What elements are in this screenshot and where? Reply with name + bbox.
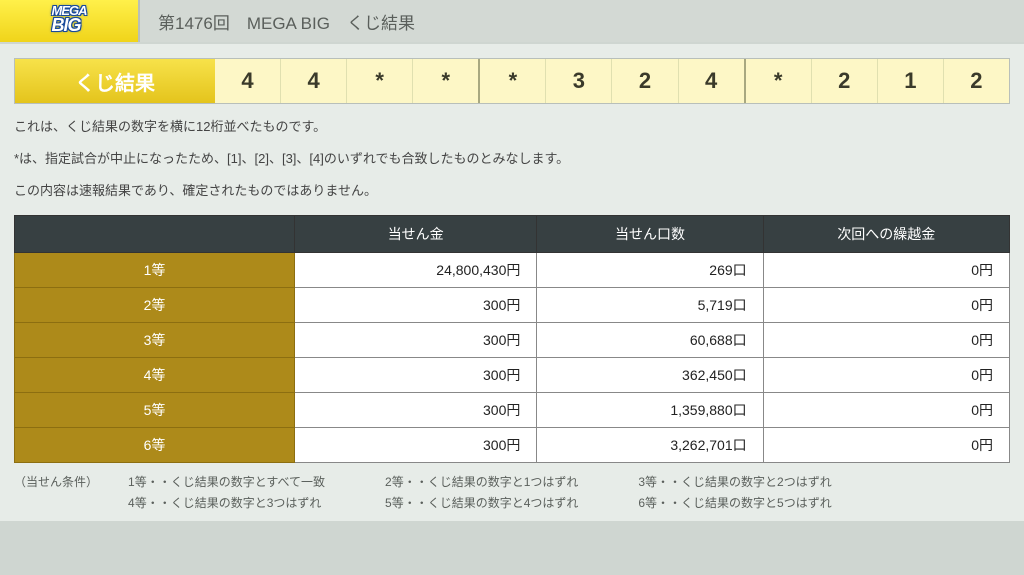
table-row: 1等 24,800,430円 269口 0円 [15,252,1010,287]
count-cell: 362,450口 [537,357,763,392]
col-count: 当せん口数 [537,215,763,252]
result-row: くじ結果 4 4 * * * 3 2 4 * 2 1 2 [14,58,1010,104]
condition-item: 1等・・くじ結果の数字とすべて一致 [128,473,325,490]
col-carry: 次回への繰越金 [763,215,1009,252]
topbar: MEGA BIG 第1476回 MEGA BIG くじ結果 [0,0,1024,42]
note-text: これは、くじ結果の数字を横に12桁並べたものです。 [14,118,1010,136]
rank-cell: 4等 [15,357,295,392]
prize-cell: 24,800,430円 [295,252,537,287]
conditions-block: （当せん条件） 1等・・くじ結果の数字とすべて一致 2等・・くじ結果の数字と1つ… [14,473,1010,511]
result-digit: 2 [612,59,678,103]
result-numbers: 4 4 * * * 3 2 4 * 2 1 2 [215,59,1009,103]
table-row: 2等 300円 5,719口 0円 [15,287,1010,322]
count-cell: 3,262,701口 [537,427,763,462]
note-text: この内容は速報結果であり、確定されたものではありません。 [14,182,1010,200]
rank-cell: 3等 [15,322,295,357]
content-area: くじ結果 4 4 * * * 3 2 4 * 2 1 2 これは、くじ結果の数字… [0,44,1024,521]
table-row: 6等 300円 3,262,701口 0円 [15,427,1010,462]
condition-item: 5等・・くじ結果の数字と4つはずれ [385,494,578,511]
prize-table: 当せん金 当せん口数 次回への繰越金 1等 24,800,430円 269口 0… [14,215,1010,463]
count-cell: 269口 [537,252,763,287]
logo-line2: BIG [52,15,81,35]
carry-cell: 0円 [763,357,1009,392]
result-digit: 2 [944,59,1009,103]
result-digit: * [746,59,812,103]
result-digit: * [413,59,480,103]
table-header-row: 当せん金 当せん口数 次回への繰越金 [15,215,1010,252]
note-text: *は、指定試合が中止になったため、[1]、[2]、[3]、[4]のいずれでも合致… [14,150,1010,168]
carry-cell: 0円 [763,427,1009,462]
count-cell: 5,719口 [537,287,763,322]
carry-cell: 0円 [763,252,1009,287]
carry-cell: 0円 [763,322,1009,357]
carry-cell: 0円 [763,392,1009,427]
condition-item: 4等・・くじ結果の数字と3つはずれ [128,494,325,511]
condition-item: 3等・・くじ結果の数字と2つはずれ [638,473,831,490]
count-cell: 60,688口 [537,322,763,357]
condition-item: 6等・・くじ結果の数字と5つはずれ [638,494,831,511]
result-digit: * [480,59,546,103]
result-digit: 1 [878,59,944,103]
conditions-label: （当せん条件） [14,473,98,511]
result-digit: 2 [812,59,878,103]
result-digit: * [347,59,413,103]
prize-cell: 300円 [295,287,537,322]
result-digit: 4 [679,59,746,103]
col-prize: 当せん金 [295,215,537,252]
table-row: 4等 300円 362,450口 0円 [15,357,1010,392]
rank-cell: 1等 [15,252,295,287]
conditions-grid: 1等・・くじ結果の数字とすべて一致 2等・・くじ結果の数字と1つはずれ 3等・・… [128,473,832,511]
result-label: くじ結果 [15,59,215,103]
rank-cell: 6等 [15,427,295,462]
prize-cell: 300円 [295,392,537,427]
mega-big-logo: MEGA BIG [0,0,140,42]
prize-cell: 300円 [295,357,537,392]
result-digit: 4 [281,59,347,103]
count-cell: 1,359,880口 [537,392,763,427]
logo-line1: MEGA [52,6,87,15]
carry-cell: 0円 [763,287,1009,322]
result-digit: 3 [546,59,612,103]
table-row: 3等 300円 60,688口 0円 [15,322,1010,357]
table-row: 5等 300円 1,359,880口 0円 [15,392,1010,427]
page-title: 第1476回 MEGA BIG くじ結果 [140,9,415,34]
rank-cell: 2等 [15,287,295,322]
condition-item: 2等・・くじ結果の数字と1つはずれ [385,473,578,490]
prize-cell: 300円 [295,427,537,462]
rank-cell: 5等 [15,392,295,427]
prize-cell: 300円 [295,322,537,357]
result-digit: 4 [215,59,281,103]
col-blank [15,215,295,252]
